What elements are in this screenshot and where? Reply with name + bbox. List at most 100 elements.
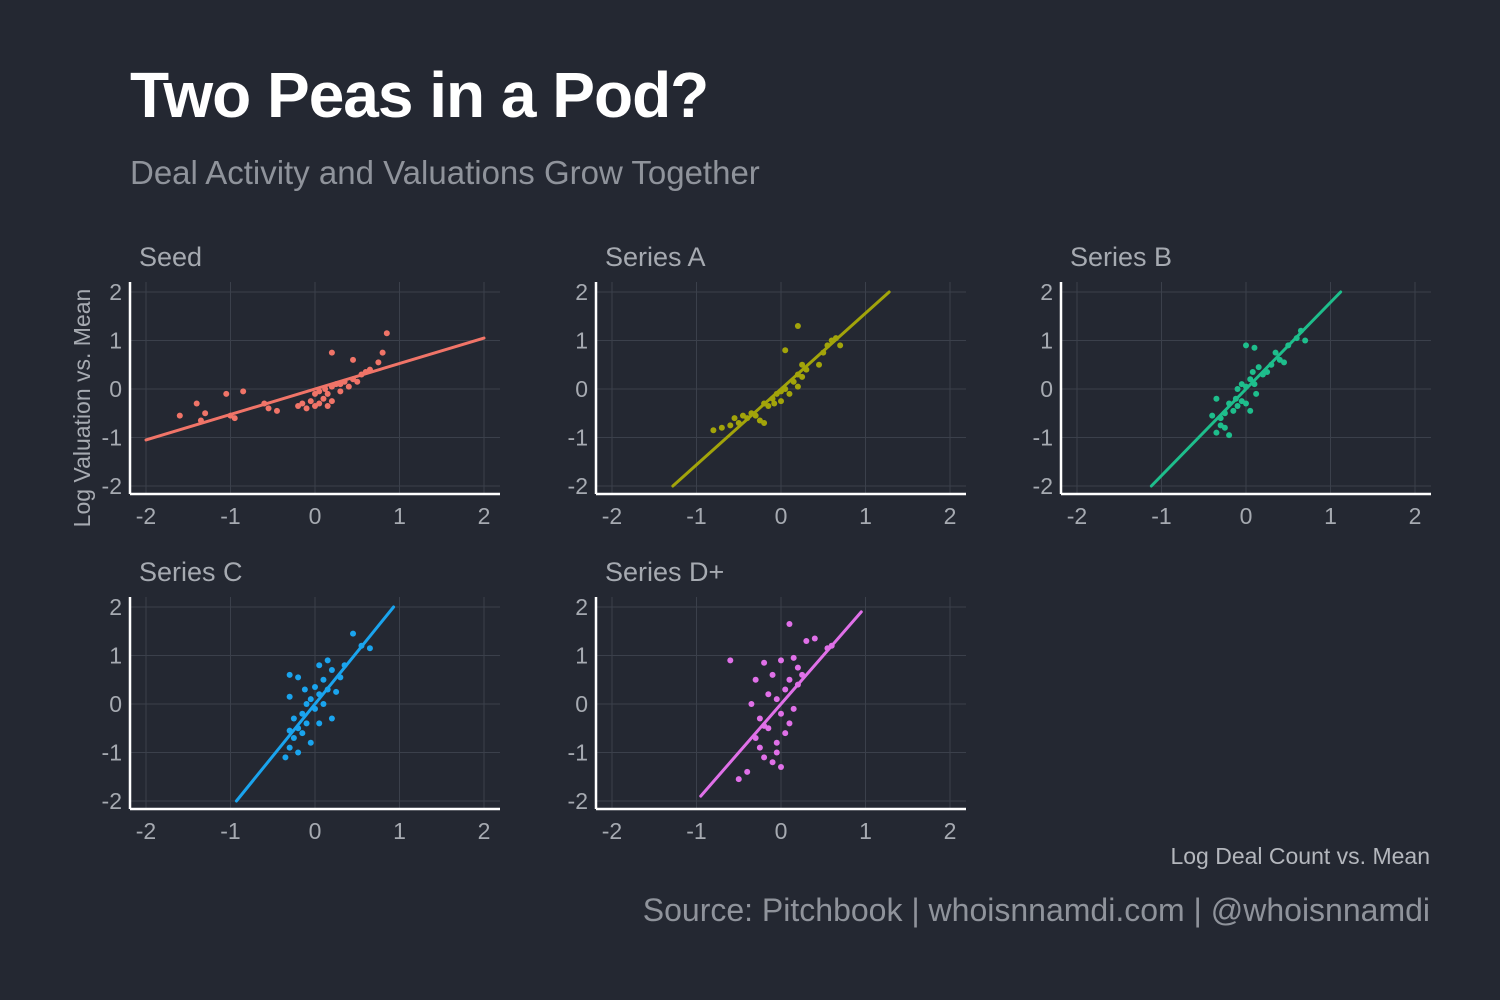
y-tick-label: -2 xyxy=(568,473,588,499)
data-point xyxy=(320,395,327,402)
data-point xyxy=(782,686,789,693)
data-point xyxy=(1234,386,1241,392)
data-point xyxy=(756,715,763,722)
data-point xyxy=(316,388,323,395)
x-tick-label: -2 xyxy=(602,503,622,529)
y-tick-label: -2 xyxy=(568,788,588,814)
x-tick-label: 0 xyxy=(1240,503,1253,529)
data-point xyxy=(816,361,823,368)
x-tick-label: 0 xyxy=(309,503,322,529)
data-point xyxy=(837,342,844,349)
data-point xyxy=(176,412,183,419)
fit-line xyxy=(1149,290,1343,488)
y-tick-label: 0 xyxy=(575,691,588,717)
data-point xyxy=(1243,342,1249,349)
data-point xyxy=(328,667,335,674)
data-point xyxy=(1247,407,1254,414)
data-point xyxy=(765,402,772,409)
x-tick-label: 1 xyxy=(393,818,406,844)
data-point xyxy=(727,657,734,664)
data-point xyxy=(799,373,806,380)
data-point xyxy=(324,402,331,409)
x-tick-label: 0 xyxy=(309,818,322,844)
data-point xyxy=(794,322,801,329)
data-point xyxy=(748,701,755,707)
x-tick-label: -1 xyxy=(220,818,240,844)
data-point xyxy=(379,349,386,356)
data-point xyxy=(273,407,280,414)
data-point xyxy=(761,754,768,761)
data-point xyxy=(307,739,314,746)
data-point xyxy=(290,734,297,741)
source-caption: Source: Pitchbook | whoisnnamdi.com | @w… xyxy=(642,892,1430,928)
data-point xyxy=(794,383,801,390)
data-point xyxy=(303,405,310,412)
y-tick-label: 2 xyxy=(109,279,122,305)
data-point xyxy=(786,390,793,397)
data-point xyxy=(366,645,373,652)
data-point xyxy=(286,671,293,678)
data-point xyxy=(354,378,361,385)
data-point xyxy=(710,427,717,434)
y-tick-label: 0 xyxy=(575,376,588,402)
data-point xyxy=(202,410,209,417)
data-point xyxy=(299,710,306,717)
data-point xyxy=(1221,424,1228,431)
y-tick-label: 2 xyxy=(1040,279,1053,305)
data-point xyxy=(744,768,751,775)
data-point xyxy=(1249,369,1256,376)
x-tick-label: 2 xyxy=(1409,503,1422,529)
panel-series-b: Series B -2 -1 0 1 2 -2 -1 0 1 2 xyxy=(1033,242,1431,529)
data-point xyxy=(771,400,778,407)
data-point xyxy=(223,390,230,397)
x-tick-label: -2 xyxy=(136,818,156,844)
data-point xyxy=(299,730,306,737)
data-point xyxy=(312,684,318,691)
data-point xyxy=(811,635,818,642)
x-tick-label: 1 xyxy=(393,503,406,529)
data-point xyxy=(1209,412,1216,419)
panel-title: Series B xyxy=(1070,242,1172,272)
data-point xyxy=(383,330,390,337)
x-tick-label: -1 xyxy=(686,503,706,529)
y-tick-label: -1 xyxy=(568,425,588,451)
panel-title: Series C xyxy=(139,557,243,587)
data-point xyxy=(240,388,247,395)
data-point xyxy=(790,654,797,661)
y-tick-label: 1 xyxy=(109,643,122,669)
data-point xyxy=(1247,376,1254,383)
data-point xyxy=(761,419,768,426)
y-tick-label: -2 xyxy=(102,788,122,814)
panel-series-a: Series A -2 -1 0 1 2 -2 -1 0 1 2 xyxy=(568,242,966,529)
panel-title: Seed xyxy=(139,242,202,272)
data-point xyxy=(282,754,289,761)
data-point xyxy=(727,422,734,429)
panel-title: Series A xyxy=(605,242,706,272)
data-point xyxy=(333,688,340,695)
y-tick-label: -1 xyxy=(568,740,588,766)
data-point xyxy=(295,749,302,756)
data-point xyxy=(316,400,323,407)
data-point xyxy=(790,705,797,712)
y-tick-label: -2 xyxy=(102,473,122,499)
data-point xyxy=(782,730,789,737)
data-point xyxy=(337,388,344,395)
data-point xyxy=(316,662,323,669)
data-point xyxy=(778,398,784,405)
data-point xyxy=(765,691,772,698)
panel-series-c: Series C -2 -1 0 1 2 -2 -1 0 1 2 xyxy=(102,557,500,844)
data-point xyxy=(307,696,314,703)
chart-subtitle: Deal Activity and Valuations Grow Togeth… xyxy=(130,154,760,191)
data-point xyxy=(350,356,357,363)
panel-seed: Seed -2 -1 0 1 2 -2 -1 0 1 2 xyxy=(102,242,500,529)
data-point xyxy=(1213,429,1220,436)
data-point xyxy=(350,630,357,637)
x-tick-label: -1 xyxy=(1151,503,1171,529)
data-point xyxy=(324,657,331,664)
data-point xyxy=(286,693,293,700)
data-point xyxy=(324,390,331,397)
data-point xyxy=(778,764,784,771)
data-point xyxy=(1255,364,1262,371)
data-point xyxy=(303,720,310,727)
y-tick-label: -1 xyxy=(102,425,122,451)
